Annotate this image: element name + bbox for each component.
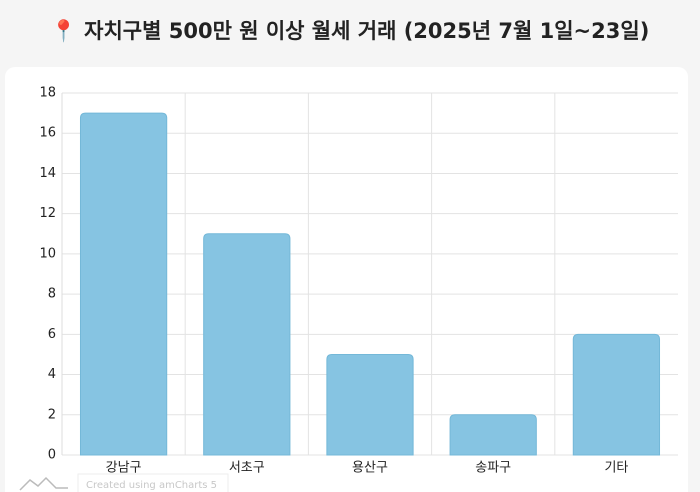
watermark-box — [77, 473, 229, 492]
x-tick-label: 서초구 — [229, 461, 265, 476]
bar — [203, 233, 291, 456]
bar — [79, 112, 168, 456]
bar — [572, 333, 661, 456]
y-tick-label: 18 — [39, 86, 56, 101]
y-tick-label: 8 — [48, 287, 56, 302]
x-tick-label: 기타 — [604, 461, 628, 476]
y-tick-label: 4 — [48, 367, 56, 382]
y-tick-label: 12 — [39, 206, 56, 221]
x-tick-label: 강남구 — [106, 461, 142, 476]
x-tick-label: 송파구 — [475, 461, 511, 476]
y-tick-label: 10 — [39, 246, 56, 261]
bar — [326, 353, 414, 456]
y-tick-label: 2 — [48, 407, 56, 422]
bar — [449, 414, 537, 456]
watermark: Created using amCharts 5 — [86, 480, 217, 491]
x-tick-label: 용산구 — [352, 461, 388, 476]
y-tick-label: 16 — [39, 126, 56, 141]
y-tick-label: 6 — [48, 327, 56, 342]
y-tick-label: 14 — [39, 166, 56, 181]
logo — [19, 476, 68, 491]
y-tick-label: 0 — [48, 448, 56, 463]
chart-title: 📍 자치구별 500만 원 이상 월세 거래 (2025년 7월 1일~23일) — [51, 18, 650, 43]
